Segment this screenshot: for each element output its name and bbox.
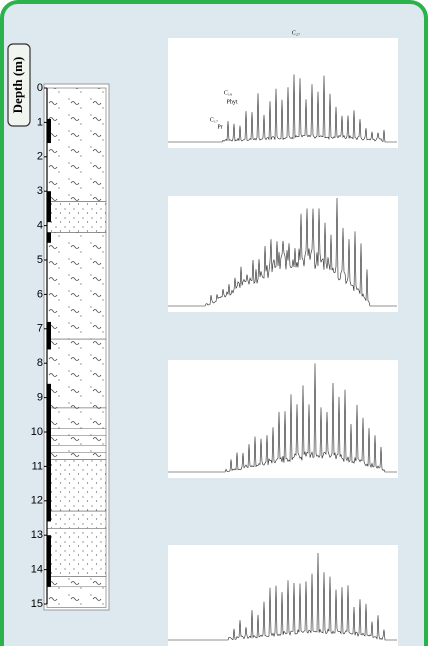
tick-label: 0 [37,82,43,94]
layer [47,339,106,408]
tick-label: 9 [37,392,43,404]
layer [47,511,106,528]
tick-label: 6 [37,288,43,300]
tick-label: 4 [37,220,43,232]
depth-label: Depth (m) [10,57,25,114]
layer [47,460,106,512]
tick-label: 10 [31,426,43,438]
page: Depth (m) 0123456789101112131415 C₁₇PrC₁… [0,0,428,646]
tick-label: 14 [31,564,43,576]
peak-label: Phyt [226,99,237,105]
tick-label: 5 [37,254,43,266]
layer [47,576,106,607]
layer [47,202,106,233]
peak-label: Pr [217,124,222,130]
layer [47,408,106,460]
chromatogram-panel [168,360,398,478]
peak-label: C₂₇ [292,30,300,36]
tick-label: 13 [31,529,43,541]
tick-label: 7 [37,323,43,335]
peak-label: C₁₇ [210,117,218,123]
layer [47,232,106,339]
layer [47,88,106,202]
tick-label: 8 [37,357,43,369]
layer [47,528,106,576]
tick-label: 12 [31,495,43,507]
figure: Depth (m) 0123456789101112131415 C₁₇PrC₁… [0,0,428,646]
peak-label: C₁₈ [224,90,232,96]
tick-label: 15 [31,598,43,610]
tick-label: 11 [32,460,43,472]
tick-label: 1 [37,116,43,128]
tick-label: 3 [37,185,43,197]
chromatogram-panel [168,196,398,312]
tick-label: 2 [37,151,43,163]
